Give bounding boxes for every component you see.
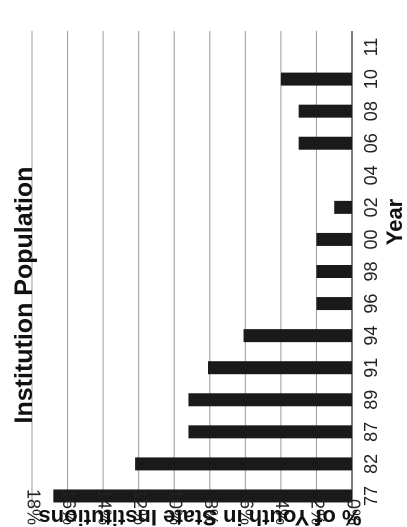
y-tick-label: 0% — [343, 499, 363, 525]
x-tick-label: 87 — [361, 422, 381, 442]
bar-77 — [53, 489, 352, 503]
plot-area: 0% 2% 4% 6% 8% 10% 12% 14% 16% 18% 77 82 87 89 91 94 96 9… — [10, 31, 407, 525]
y-tick-label: 6% — [237, 499, 257, 525]
chart-title: Institution Population — [10, 167, 38, 424]
bar-96 — [316, 297, 352, 311]
y-axis-label: % of Youth in State Institutions — [38, 505, 361, 527]
y-tick-label: 4% — [272, 499, 292, 525]
y-tick-label: 12% — [130, 489, 150, 525]
bar-08 — [298, 104, 352, 118]
x-axis-label: Year — [382, 198, 407, 245]
x-tick-label: 94 — [361, 326, 381, 346]
bar-94 — [243, 329, 352, 343]
x-tick-label: 96 — [361, 294, 381, 314]
x-tick-label: 89 — [361, 390, 381, 410]
bar-02 — [334, 200, 352, 214]
x-tick-label: 98 — [361, 261, 381, 281]
bar-91 — [208, 361, 352, 375]
x-tick-label: 00 — [361, 229, 381, 249]
x-tick-label: 08 — [361, 101, 381, 121]
x-tick-label: 77 — [361, 486, 381, 506]
y-tick-label: 16% — [59, 489, 79, 525]
bar-82 — [135, 457, 352, 471]
y-tick-label: 2% — [308, 499, 328, 525]
y-tick-label: 10% — [165, 489, 185, 525]
y-tick-label: 8% — [201, 499, 221, 525]
tick-labels: 0% 2% 4% 6% 8% 10% 12% 14% 16% 18% 77 82 87 89 91 94 96 9… — [23, 38, 381, 525]
x-tick-label: 11 — [361, 38, 381, 57]
x-tick-label: 82 — [361, 454, 381, 474]
x-tick-label: 06 — [361, 133, 381, 153]
x-tick-label: 02 — [361, 197, 381, 217]
bar-98 — [316, 265, 352, 278]
x-tick-label: 10 — [361, 69, 381, 89]
bar-00 — [316, 232, 352, 246]
bar-10 — [280, 72, 352, 86]
bar-06 — [298, 136, 352, 150]
y-tick-label: 14% — [94, 489, 114, 525]
bar-89 — [188, 393, 352, 407]
y-tick-label: 18% — [23, 489, 43, 525]
bar-87 — [188, 425, 352, 439]
x-tick-label: 91 — [361, 358, 381, 378]
x-tick-label: 04 — [361, 165, 381, 185]
bars — [53, 72, 352, 503]
